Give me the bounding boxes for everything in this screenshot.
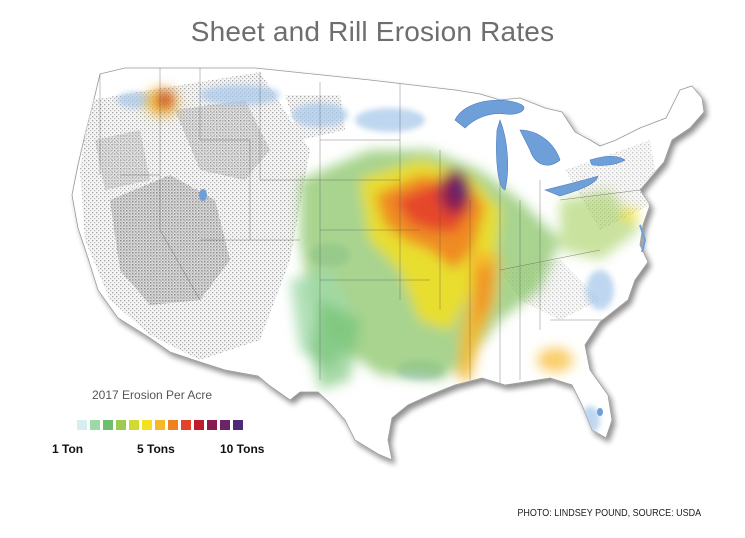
photo-credit: PHOTO: LINDSEY POUND, SOURCE: USDA: [517, 508, 701, 519]
legend-label-max: 10 Tons: [220, 442, 265, 456]
legend-swatch-9: [181, 420, 191, 430]
legend-swatch-10: [194, 420, 204, 430]
legend-title: 2017 Erosion Per Acre: [92, 388, 213, 402]
legend-swatch-4: [116, 420, 126, 430]
legend-swatch-3: [103, 420, 113, 430]
legend-swatch-6: [142, 420, 152, 430]
legend-swatch-13: [233, 420, 243, 430]
legend-swatch-2: [90, 420, 100, 430]
legend-swatch-5: [129, 420, 139, 430]
legend-swatch-1: [77, 420, 87, 430]
legend-swatch-8: [168, 420, 178, 430]
legend-label-mid: 5 Tons: [137, 442, 175, 456]
legend-label-min: 1 Ton: [52, 442, 84, 456]
legend-swatch-7: [155, 420, 165, 430]
legend-swatches: [77, 420, 246, 430]
map-title: Sheet and Rill Erosion Rates: [190, 16, 555, 47]
legend-swatch-11: [207, 420, 217, 430]
legend-swatch-12: [220, 420, 230, 430]
